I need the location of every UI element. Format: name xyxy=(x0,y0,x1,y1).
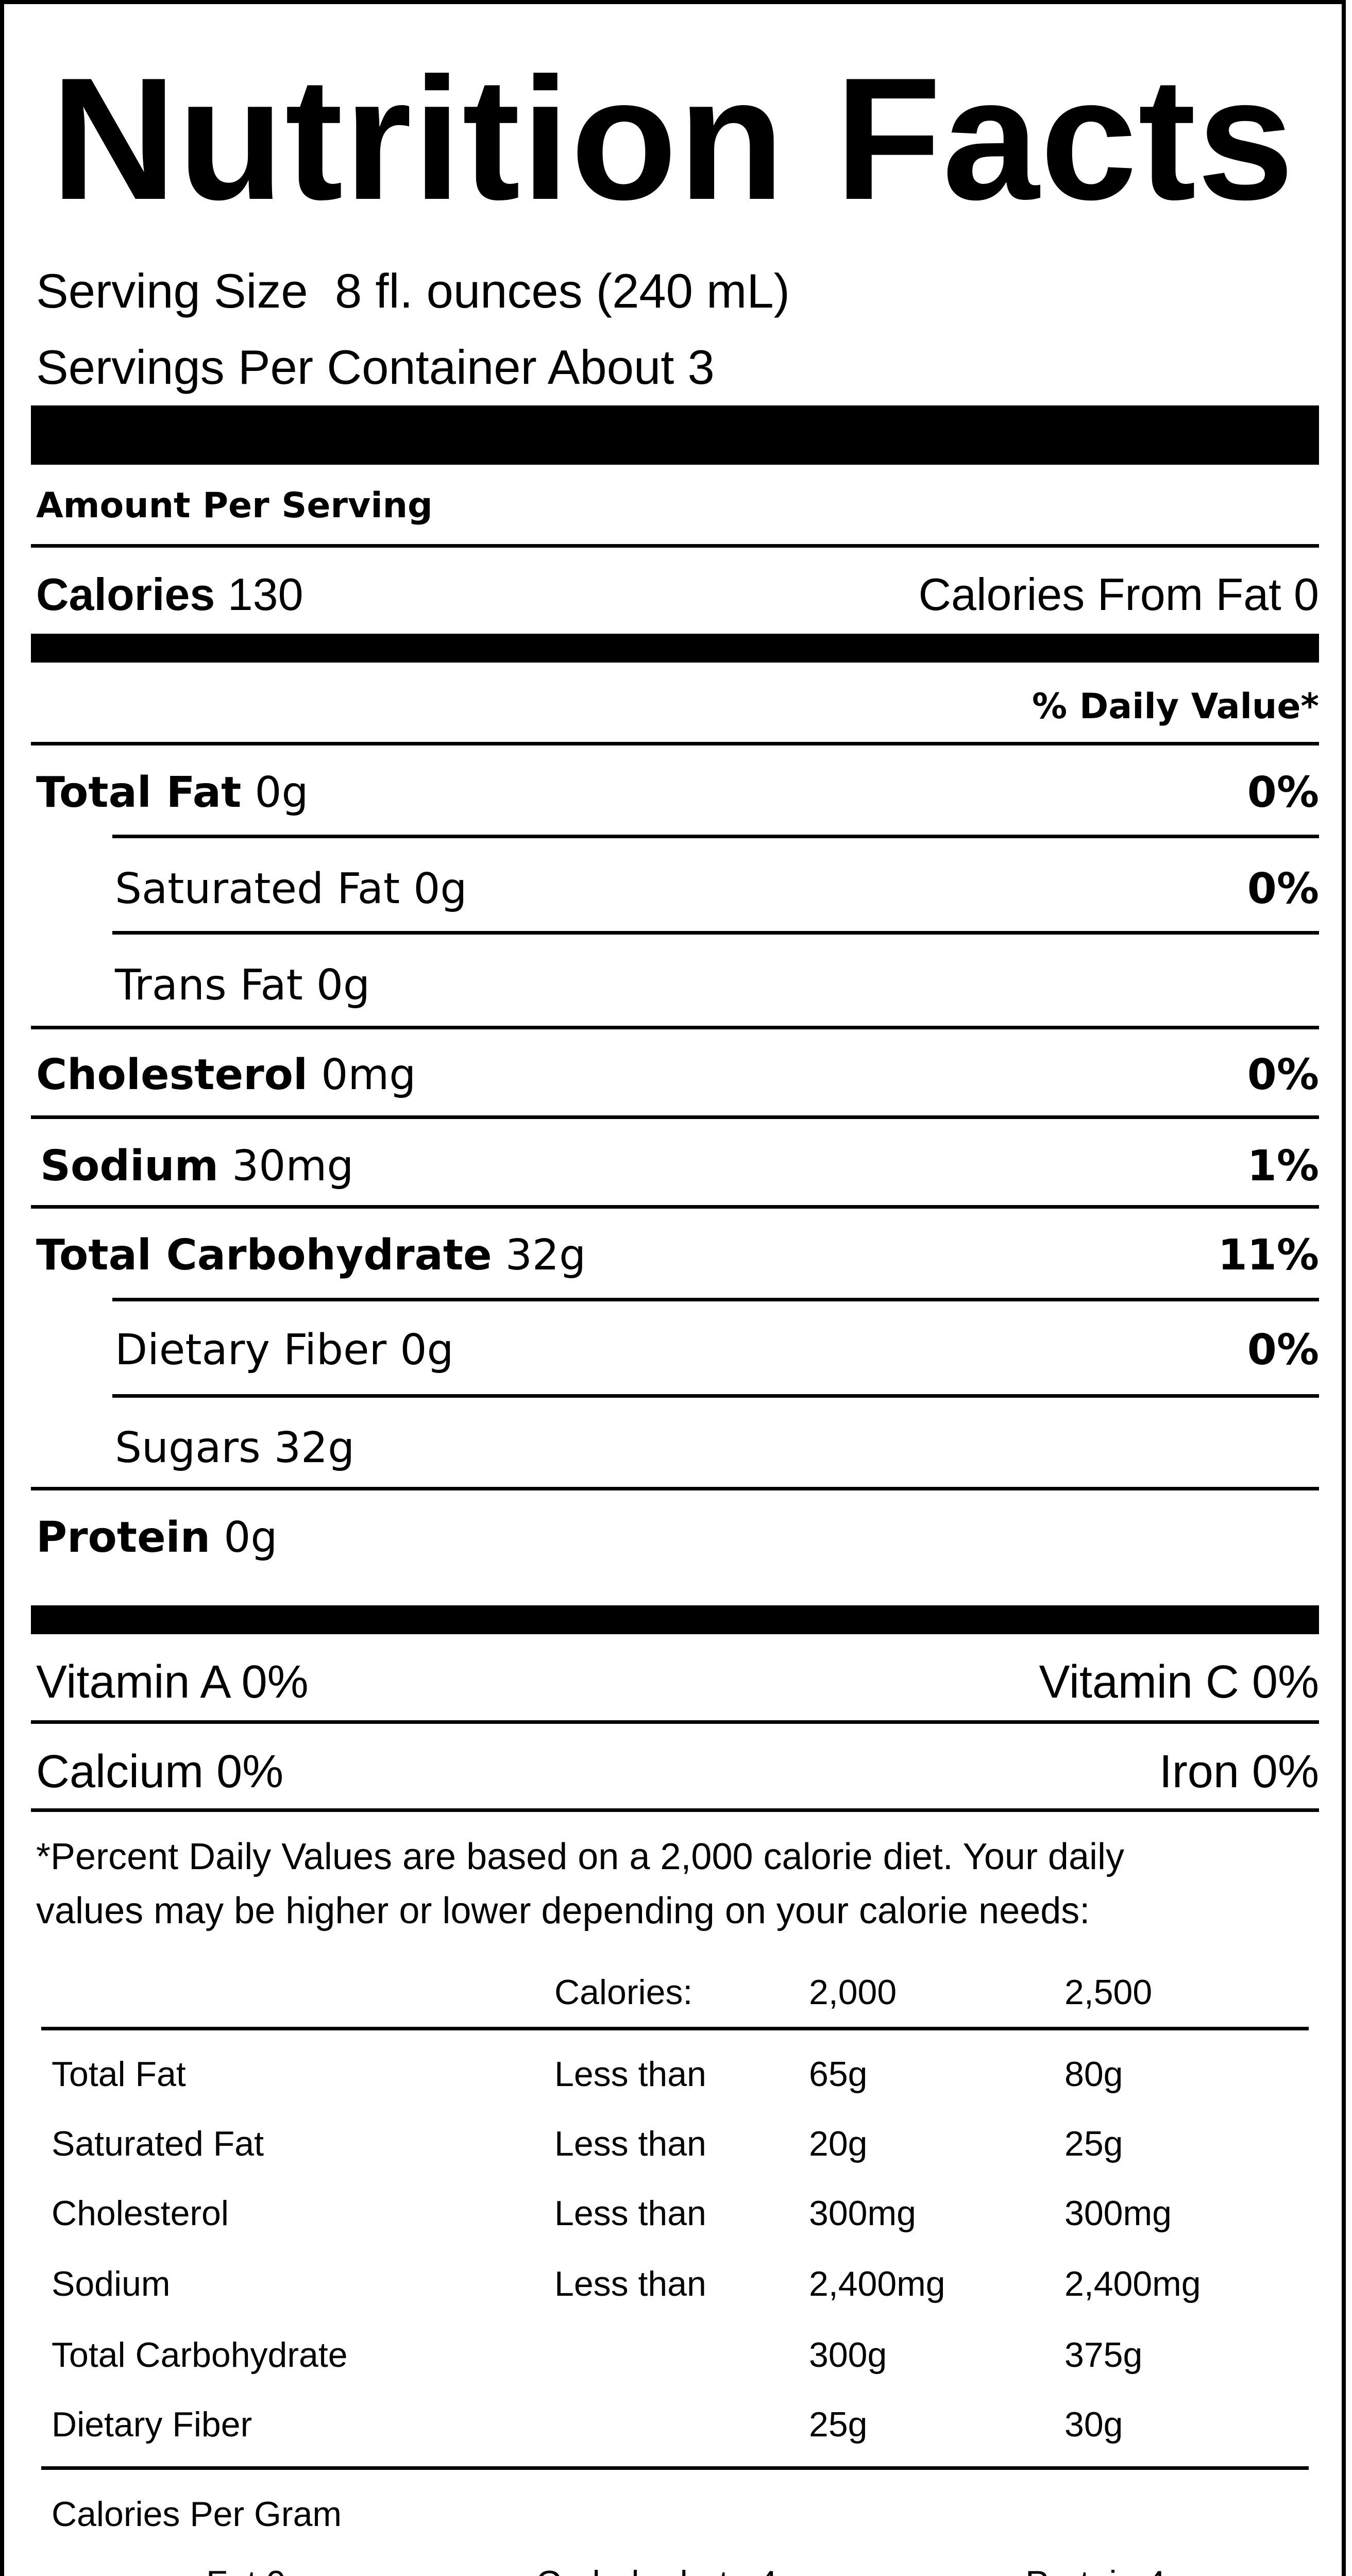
table-cell-2000: 25g xyxy=(809,2405,868,2444)
nutrient-amount: 0mg xyxy=(321,1050,416,1099)
calories-value: 130 xyxy=(227,569,303,620)
table-cell-2500: 30g xyxy=(1064,2405,1123,2444)
nutrient-name: Saturated Fat xyxy=(115,865,400,913)
table-cell-2000: 2,400mg xyxy=(809,2264,945,2303)
table-cell-qualifier: Less than xyxy=(554,2264,706,2303)
footnote-line-2: values may be higher or lower depending … xyxy=(36,1890,1090,1931)
nutrient-row-trans-fat: Trans Fat 0g xyxy=(115,964,370,1007)
iron: Iron 0% xyxy=(1159,1746,1319,1798)
table-header-2500: 2,500 xyxy=(1064,1973,1153,2012)
table-cell-2000: 20g xyxy=(809,2124,868,2163)
medium-divider xyxy=(31,1605,1319,1634)
table-cell-2000: 65g xyxy=(809,2055,868,2094)
nutrient-name: Dietary Fiber xyxy=(115,1326,387,1375)
nutrient-row-total-carbohydrate: Total Carbohydrate 32g xyxy=(36,1234,586,1277)
table-cell-qualifier: Less than xyxy=(554,2194,706,2233)
serving-size-label: Serving Size xyxy=(36,264,308,318)
dv-sodium: 1% xyxy=(1247,1142,1319,1191)
calories-from-fat: Calories From Fat 0 xyxy=(918,569,1319,620)
medium-divider xyxy=(31,634,1319,663)
table-cell-qualifier: Less than xyxy=(554,2124,706,2163)
nutrient-name: Total Fat xyxy=(36,768,242,817)
table-cell-qualifier: Less than xyxy=(554,2055,706,2094)
dv-dietary-fiber: 0% xyxy=(1247,1326,1319,1375)
calories-per-gram-label: Calories Per Gram xyxy=(52,2495,342,2534)
divider xyxy=(112,1394,1319,1398)
table-cell-2500: 25g xyxy=(1064,2124,1123,2163)
nutrient-name: Sodium xyxy=(40,1142,219,1191)
table-cell-2500: 80g xyxy=(1064,2055,1123,2094)
dv-cholesterol: 0% xyxy=(1247,1050,1319,1099)
calcium: Calcium 0% xyxy=(36,1746,284,1798)
table-cell-nutrient: Total Fat xyxy=(52,2055,186,2094)
table-cell-2500: 2,400mg xyxy=(1064,2264,1201,2303)
calories-label: Calories xyxy=(36,569,215,620)
divider xyxy=(31,1205,1319,1209)
serving-size: Serving Size 8 fl. ounces (240 mL) xyxy=(36,267,790,315)
vitamin-a: Vitamin A 0% xyxy=(36,1656,309,1708)
table-cell-2500: 300mg xyxy=(1064,2194,1172,2233)
nutrient-row-saturated-fat: Saturated Fat 0g xyxy=(115,868,467,910)
divider xyxy=(31,1487,1319,1490)
nutrient-name: Cholesterol xyxy=(36,1050,308,1099)
table-cell-nutrient: Sodium xyxy=(52,2264,171,2303)
table-cell-2000: 300g xyxy=(809,2335,887,2375)
table-header-2000: 2,000 xyxy=(809,1973,897,2012)
servings-per-container: Servings Per Container About 3 xyxy=(36,340,715,394)
divider xyxy=(112,1298,1319,1301)
calories-per-gram-carbohydrate: Carbohydrate 4 xyxy=(536,2566,778,2576)
calories-row: Calories 130 xyxy=(36,572,303,617)
daily-value-header: % Daily Value* xyxy=(1032,686,1319,727)
nutrient-row-total-fat: Total Fat 0g xyxy=(36,772,309,814)
divider xyxy=(112,835,1319,838)
dv-total-carbohydrate: 11% xyxy=(1218,1231,1319,1280)
divider xyxy=(31,1115,1319,1119)
divider xyxy=(112,931,1319,935)
footnote-line-1: *Percent Daily Values are based on a 2,0… xyxy=(36,1836,1125,1877)
divider xyxy=(31,1808,1319,1812)
nutrient-row-cholesterol: Cholesterol 0mg xyxy=(36,1054,416,1096)
nutrient-amount: 0g xyxy=(255,768,309,817)
calories-per-gram-fat: Fat 9 xyxy=(206,2566,286,2576)
serving-size-value: 8 fl. ounces (240 mL) xyxy=(334,264,790,318)
table-divider xyxy=(41,2027,1309,2030)
nutrient-name: Trans Fat xyxy=(115,961,303,1010)
table-divider xyxy=(41,2466,1309,2470)
thick-divider xyxy=(31,405,1319,465)
nutrient-amount: 0g xyxy=(316,961,370,1010)
divider xyxy=(31,1720,1319,1724)
nutrient-amount: 0g xyxy=(413,865,467,913)
nutrient-amount: 30mg xyxy=(232,1142,354,1191)
vitamin-c: Vitamin C 0% xyxy=(1039,1656,1319,1708)
nutrient-name: Total Carbohydrate xyxy=(36,1231,492,1280)
nutrient-row-protein: Protein 0g xyxy=(36,1517,277,1559)
table-cell-nutrient: Total Carbohydrate xyxy=(52,2335,348,2375)
dv-saturated-fat: 0% xyxy=(1247,865,1319,913)
nutrient-row-dietary-fiber: Dietary Fiber 0g xyxy=(115,1329,454,1371)
table-cell-2000: 300mg xyxy=(809,2194,916,2233)
table-cell-nutrient: Saturated Fat xyxy=(52,2124,264,2163)
table-cell-nutrient: Dietary Fiber xyxy=(52,2405,252,2444)
nutrient-amount: 32g xyxy=(505,1231,586,1280)
label-title: Nutrition Facts xyxy=(50,41,1295,236)
nutrient-name: Sugars xyxy=(115,1423,261,1472)
nutrient-row-sugars: Sugars 32g xyxy=(115,1427,354,1469)
nutrient-row-sodium: Sodium 30mg xyxy=(40,1145,353,1188)
divider xyxy=(31,544,1319,548)
amount-per-serving: Amount Per Serving xyxy=(36,485,433,526)
nutrient-amount: 0g xyxy=(400,1326,454,1375)
nutrient-name: Protein xyxy=(36,1513,211,1562)
dv-total-fat: 0% xyxy=(1247,768,1319,817)
divider xyxy=(31,1026,1319,1029)
table-cell-2500: 375g xyxy=(1064,2335,1143,2375)
nutrient-amount: 32g xyxy=(274,1423,355,1472)
table-cell-nutrient: Cholesterol xyxy=(52,2194,229,2233)
divider xyxy=(31,742,1319,745)
table-header-qualifier: Calories: xyxy=(554,1973,693,2012)
nutrient-amount: 0g xyxy=(224,1513,278,1562)
calories-per-gram-protein: Protein 4 xyxy=(1025,2566,1165,2576)
